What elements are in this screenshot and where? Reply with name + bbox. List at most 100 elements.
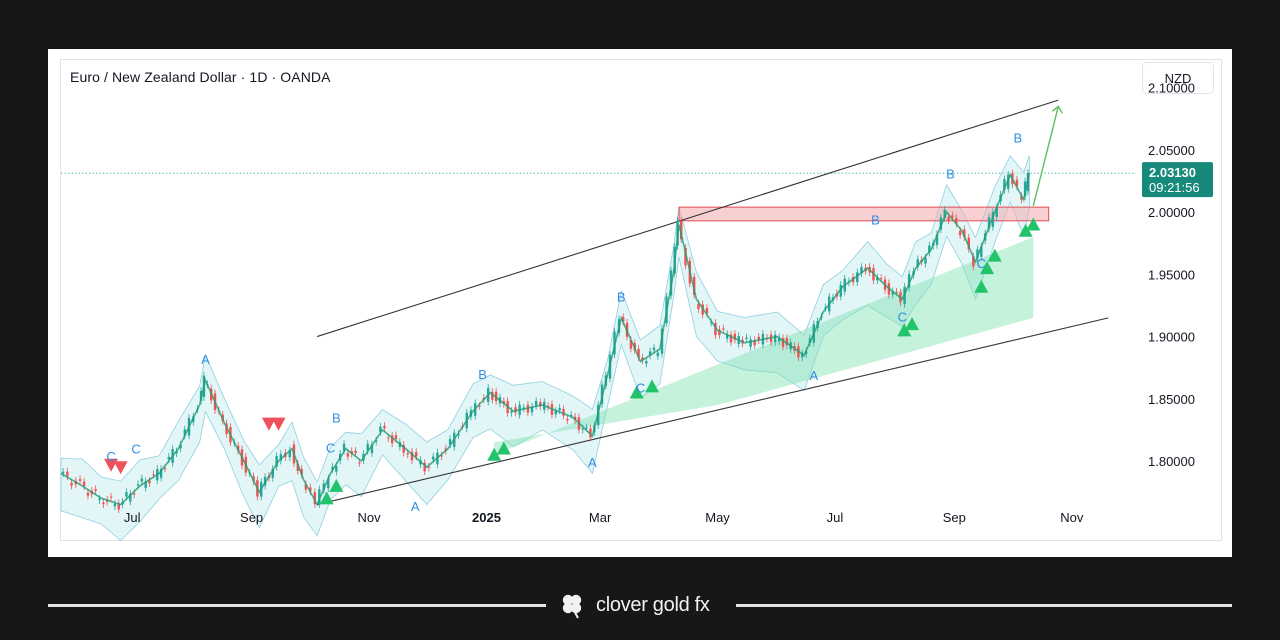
- candle-body: [491, 391, 494, 400]
- wave-label: B: [478, 367, 487, 382]
- x-axis-tick: Nov: [357, 510, 381, 525]
- x-axis-tick: May: [705, 510, 730, 525]
- y-axis-tick: 1.90000: [1148, 330, 1195, 345]
- candle-body: [313, 492, 317, 505]
- candle-body: [132, 493, 136, 495]
- candle-body: [152, 474, 155, 476]
- projection-arrow-head: [1051, 105, 1063, 114]
- candle-body: [140, 478, 144, 482]
- buy-signal: [319, 491, 334, 505]
- buy-signal: [1026, 217, 1041, 231]
- candle-body: [383, 425, 386, 429]
- candle-body: [951, 215, 954, 218]
- candle-body: [891, 291, 894, 295]
- candle-body: [406, 453, 409, 455]
- candle-body: [733, 333, 737, 340]
- y-axis-tick: 1.80000: [1148, 454, 1195, 469]
- candle-body: [163, 468, 167, 470]
- candle-body: [300, 468, 303, 475]
- candle-body: [939, 217, 943, 230]
- candle-body: [167, 456, 171, 460]
- candle-body: [725, 333, 729, 339]
- candle-body: [879, 278, 883, 280]
- footer: clover gold fx: [0, 580, 1280, 628]
- candle-body: [82, 481, 86, 487]
- channel-lower-line: [316, 317, 1109, 506]
- candle-body: [692, 276, 696, 295]
- buy-signal: [1018, 223, 1033, 237]
- wave-label: A: [809, 368, 818, 383]
- candle-body: [895, 291, 898, 293]
- wave-label: C: [106, 449, 115, 464]
- candle-body: [629, 339, 633, 349]
- candle-body: [113, 503, 117, 507]
- candle-body: [777, 337, 781, 342]
- candle-body: [637, 348, 640, 358]
- candle-body: [98, 498, 101, 501]
- candle-body: [980, 246, 983, 257]
- candle-body: [697, 303, 700, 310]
- candle-body: [839, 284, 842, 297]
- price-tag: [1142, 162, 1213, 198]
- candle-body: [757, 336, 761, 341]
- wave-label: C: [898, 310, 907, 325]
- candle-body: [656, 352, 660, 357]
- buy-signal: [974, 279, 989, 293]
- candle-body: [387, 437, 390, 439]
- candle-body: [94, 489, 97, 491]
- x-axis-tick: Mar: [589, 510, 612, 525]
- candle-body: [935, 234, 939, 245]
- x-axis-tick: Jul: [124, 510, 141, 525]
- candle-body: [309, 487, 312, 492]
- candle-body: [379, 426, 382, 433]
- candle-body: [749, 339, 752, 347]
- candle-body: [554, 411, 558, 415]
- candle-body: [976, 249, 979, 259]
- candle-body: [510, 411, 513, 413]
- wave-label: C: [326, 440, 335, 455]
- price-tag-countdown: 09:21:56: [1149, 180, 1200, 195]
- candle-body: [370, 444, 374, 454]
- buy-signal: [904, 317, 919, 331]
- price-chart[interactable]: AC CBCABABCABCBCB2.100002.050002.000001.9…: [48, 49, 1232, 557]
- candle-body: [136, 484, 140, 486]
- clover-icon: [562, 594, 582, 619]
- candle-body: [144, 481, 147, 488]
- candle-body: [431, 456, 435, 460]
- candle-body: [366, 443, 369, 451]
- candle-body: [70, 482, 73, 486]
- chart-title: Euro / New Zealand Dollar · 1D · OANDA: [70, 69, 331, 85]
- price-line: [60, 172, 1031, 507]
- candle-body: [652, 347, 656, 351]
- candle-body: [684, 247, 687, 266]
- candle-body: [327, 478, 330, 489]
- x-axis-tick: Jul: [827, 510, 844, 525]
- candle-body: [581, 428, 584, 430]
- buy-signal: [980, 261, 995, 275]
- candle-body: [1003, 179, 1006, 191]
- candle-body: [907, 274, 911, 288]
- wave-label: C: [977, 256, 986, 271]
- candle-body: [928, 245, 931, 253]
- currency-button[interactable]: NZD: [1142, 62, 1214, 94]
- candle-body: [374, 440, 378, 442]
- candle-body: [179, 444, 182, 449]
- wave-label: A: [411, 499, 420, 514]
- price-tag-value: 2.03130: [1149, 165, 1196, 180]
- candle-body: [648, 351, 652, 356]
- brand: clover gold fx: [558, 590, 710, 620]
- candle-body: [530, 406, 534, 413]
- candle-body: [539, 402, 542, 407]
- candle-body: [1023, 181, 1027, 197]
- candle-body: [570, 414, 573, 416]
- candle-body: [1007, 174, 1010, 189]
- candle-body: [354, 450, 357, 454]
- candle-body: [679, 220, 683, 240]
- candle-body: [322, 483, 326, 491]
- candle-body: [589, 428, 592, 438]
- candle-body: [102, 502, 105, 505]
- wave-label: A: [201, 352, 210, 367]
- candle-body: [955, 217, 958, 224]
- y-axis-tick: 2.00000: [1148, 205, 1195, 220]
- candle-body: [722, 328, 725, 330]
